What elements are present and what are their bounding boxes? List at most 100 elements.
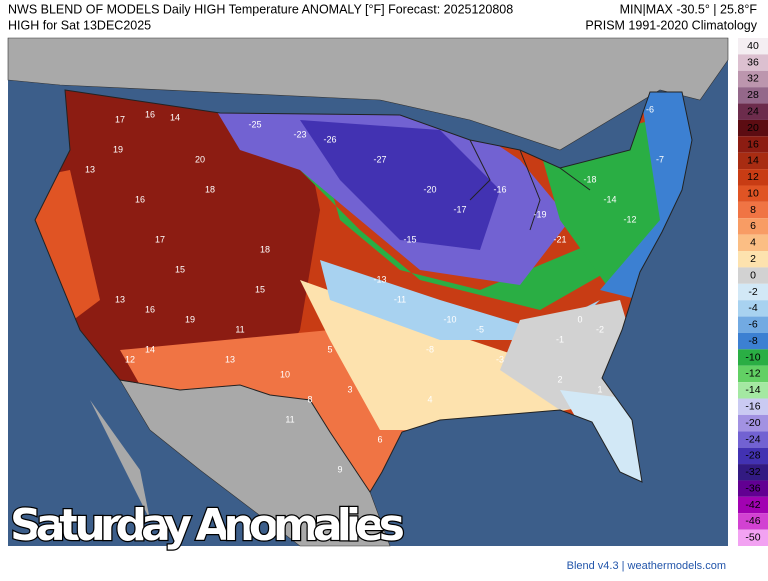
- map-value-label: -25: [248, 119, 261, 129]
- map-value-label: -11: [394, 294, 406, 304]
- colorbar-label: 28: [747, 89, 759, 101]
- colorbar-swatch: [738, 103, 768, 120]
- colorbar-label: -20: [745, 417, 760, 429]
- map-value-label: 6: [377, 434, 382, 444]
- colorbar-label: 14: [747, 155, 759, 167]
- colorbar-label: -36: [745, 482, 760, 494]
- colorbar-label: 16: [747, 138, 759, 150]
- colorbar-swatch: [738, 38, 768, 55]
- colorbar-swatch: [738, 152, 768, 170]
- colorbar-swatch: [738, 119, 768, 137]
- map-value-label: 18: [260, 244, 270, 254]
- colorbar-label: -46: [745, 515, 760, 527]
- map-value-label: -15: [403, 234, 416, 244]
- map-value-label: 16: [135, 194, 145, 204]
- map-value-label: 2: [557, 374, 562, 384]
- caption: Saturday Anomalies: [10, 500, 405, 551]
- map-value-label: -7: [656, 154, 664, 164]
- colorbar-swatch: [738, 431, 768, 448]
- colorbar-swatch: [738, 382, 768, 399]
- map-value-label: 14: [170, 112, 180, 122]
- map-value-label: -8: [426, 344, 434, 354]
- colorbar-label: 8: [750, 204, 756, 216]
- map-value-label: 15: [255, 284, 265, 294]
- colorbar-label: -50: [745, 532, 760, 544]
- colorbar-swatch: [738, 316, 768, 333]
- colorbar-label: 2: [750, 253, 756, 265]
- colorbar-label: -12: [745, 368, 760, 380]
- map-value-label: 15: [175, 264, 185, 274]
- colorbar-label: 24: [747, 106, 759, 118]
- map-value-label: 19: [113, 144, 123, 154]
- map-value-label: -18: [583, 174, 596, 184]
- colorbar-swatch: [738, 513, 768, 530]
- colorbar-label: -2: [748, 286, 757, 298]
- colorbar-label: 4: [750, 237, 756, 249]
- colorbar-label: 12: [747, 171, 759, 183]
- colorbar-swatch: [738, 54, 768, 71]
- map-value-label: -16: [493, 184, 506, 194]
- header-minmax: MIN|MAX -30.5° | 25.8°F: [620, 2, 758, 16]
- baja: [90, 400, 150, 520]
- map-value-label: -20: [423, 184, 436, 194]
- colorbar-label: -6: [748, 319, 757, 331]
- map-value-label: 18: [205, 184, 215, 194]
- map-value-label: 11: [285, 414, 294, 424]
- map-value-label: 3: [347, 384, 352, 394]
- colorbar-swatch: [738, 414, 768, 432]
- colorbar-swatch: [738, 218, 768, 235]
- map-value-label: -6: [646, 104, 654, 114]
- map-value-label: -27: [373, 154, 386, 164]
- colorbar-label: -4: [748, 302, 757, 314]
- map-value-label: 12: [125, 354, 135, 364]
- colorbar-label: -10: [745, 351, 760, 363]
- map-value-label: 16: [145, 109, 155, 119]
- map-value-label: 9: [337, 464, 342, 474]
- colorbar-label: 6: [750, 220, 756, 232]
- colorbar-swatch: [738, 201, 768, 219]
- map-value-label: -23: [293, 129, 306, 139]
- colorbar-swatch: [738, 136, 768, 153]
- colorbar-swatch: [738, 332, 768, 350]
- colorbar-label: -16: [745, 400, 760, 412]
- header-subtitle: HIGH for Sat 13DEC2025: [8, 18, 151, 32]
- colorbar-swatch: [738, 251, 768, 268]
- map-value-label: 1: [597, 384, 602, 394]
- map-value-label: -1: [556, 334, 564, 344]
- map-value-label: 5: [327, 344, 332, 354]
- colorbar-label: -8: [748, 335, 757, 347]
- map-value-label: -2: [596, 324, 604, 334]
- colorbar-swatch: [738, 70, 768, 88]
- map-value-label: 13: [85, 164, 95, 174]
- map-value-label: -14: [603, 194, 616, 204]
- map-value-label: 13: [115, 294, 125, 304]
- colorbar-label: -14: [745, 384, 760, 396]
- map-value-label: 19: [185, 314, 195, 324]
- map-value-label: -3: [496, 354, 504, 364]
- colorbar-label: -32: [745, 466, 760, 478]
- map-value-label: -17: [453, 204, 466, 214]
- footer: Blend v4.3 | weathermodels.com: [567, 560, 726, 572]
- colorbar-swatch: [738, 267, 768, 284]
- header-title: NWS BLEND OF MODELS Daily HIGH Temperatu…: [8, 2, 513, 16]
- map-value-label: 4: [427, 394, 432, 404]
- colorbar-swatch: [738, 496, 768, 514]
- colorbar-swatch: [738, 87, 768, 104]
- map-value-label: 13: [225, 354, 235, 364]
- map-value-label: 11: [235, 324, 244, 334]
- map-value-label: 10: [280, 369, 290, 379]
- canada: [7, 37, 729, 151]
- map-value-label: -19: [533, 209, 546, 219]
- colorbar-label: 40: [747, 40, 759, 52]
- colorbar-label: 20: [747, 122, 759, 134]
- great-lakes-outline: [469, 139, 591, 231]
- map-value-label: -26: [323, 134, 336, 144]
- map-value-label: -13: [373, 274, 386, 284]
- map-value-label: 17: [155, 234, 165, 244]
- colorbar-swatch: [738, 234, 768, 252]
- colorbar-swatch: [738, 300, 768, 317]
- colorbar-label: 0: [750, 269, 756, 281]
- colorbar-swatch: [738, 529, 768, 546]
- map-value-label: 0: [577, 314, 582, 324]
